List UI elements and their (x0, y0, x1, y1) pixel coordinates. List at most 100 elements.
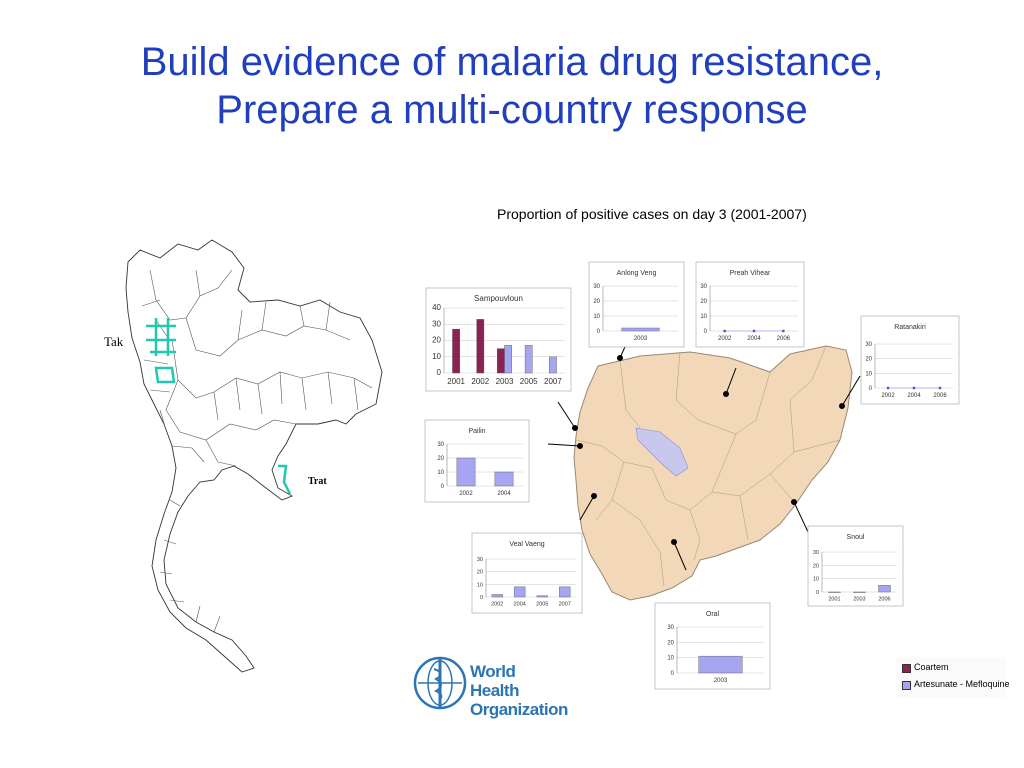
slide-title: Build evidence of malaria drug resistanc… (0, 38, 1024, 134)
data-point (912, 386, 916, 390)
chart-title: Preah Vihear (730, 270, 771, 277)
y-tick-label: 20 (432, 336, 441, 345)
legend: Coartem Artesunate - Mefloquine (896, 657, 1010, 697)
thailand-outline (125, 239, 383, 673)
y-tick-label: 40 (432, 303, 441, 312)
x-tick-label: 2006 (777, 336, 791, 342)
x-tick-label: 2003 (634, 336, 648, 342)
x-tick-label: 2004 (514, 602, 526, 608)
province-dot (572, 425, 578, 431)
bar (536, 595, 548, 598)
bar (828, 591, 841, 593)
chart-anlong-veng: Anlong Veng 0 10 20 30 2003 (588, 261, 685, 348)
y-tick-label: 10 (813, 577, 819, 583)
bar (497, 348, 505, 374)
bar (621, 327, 660, 332)
y-tick-label: 30 (865, 342, 872, 348)
y-tick-label: 10 (593, 314, 600, 320)
data-point (938, 386, 942, 390)
y-tick-label: 30 (700, 284, 707, 290)
x-tick-label: 2002 (459, 491, 473, 497)
chart-title: Anlong Veng (617, 270, 657, 277)
tak-highlight-south (154, 366, 176, 384)
province-dot (617, 355, 623, 361)
province-dot (839, 403, 845, 409)
bar (559, 586, 571, 598)
who-line-2: Organization (470, 700, 568, 719)
y-tick-label: 20 (667, 640, 674, 646)
chart-title: Ratanakiri (894, 324, 926, 331)
callout-line (579, 495, 595, 521)
trat-label: Trat (308, 476, 327, 487)
callout-line (673, 541, 687, 571)
data-point (782, 329, 785, 333)
data-point (723, 329, 726, 333)
chart-frame (588, 261, 685, 348)
bar (853, 591, 866, 593)
bar (452, 328, 460, 374)
callout-line (725, 367, 737, 395)
x-tick-label: 2005 (536, 602, 548, 608)
x-tick-label: 2003 (714, 678, 728, 684)
y-tick-label: 0 (869, 386, 873, 392)
province-dot (577, 443, 583, 449)
y-tick-label: 10 (700, 314, 707, 320)
y-tick-label: 20 (700, 299, 707, 305)
data-point (752, 329, 756, 333)
who-wordmark: World Health Organization (470, 662, 568, 719)
chart-frame (424, 419, 530, 503)
tonle-sap-lake (635, 427, 689, 477)
title-line-1: Build evidence of malaria drug resistanc… (140, 40, 884, 84)
chart-title: Veal Vaeng (509, 541, 544, 548)
x-tick-label: 2007 (559, 602, 571, 608)
y-tick-label: 0 (671, 671, 675, 677)
y-tick-label: 10 (477, 582, 483, 588)
chart-ratanakiri: Ratanakiri 0 10 20 30 2002 2004 2006 (860, 315, 960, 405)
chart-frame (654, 602, 771, 690)
y-tick-label: 0 (437, 368, 442, 377)
who-logo: World Health Organization (412, 655, 568, 719)
chart-frame (860, 315, 960, 405)
chart-oral: Oral 0 10 20 30 2003 (654, 602, 771, 690)
province-dot (591, 493, 597, 499)
trat-highlight (278, 464, 292, 495)
x-tick-label: 2001 (447, 377, 465, 386)
y-tick-label: 30 (477, 557, 483, 563)
bar (491, 594, 503, 598)
y-tick-label: 20 (865, 357, 872, 363)
y-tick-label: 0 (704, 329, 708, 335)
x-tick-label: 2007 (544, 377, 562, 386)
chart-title: Oral (706, 611, 720, 618)
tak-label: Tak (104, 334, 124, 349)
chart-frame (471, 532, 583, 614)
callout-line (547, 443, 581, 447)
artesunate-swatch (902, 681, 911, 690)
x-tick-label: 2004 (497, 491, 511, 497)
x-tick-label: 2002 (718, 336, 732, 342)
cambodia-map (573, 345, 853, 601)
chart-frame (425, 287, 572, 392)
bar (476, 319, 485, 374)
data-point (886, 386, 890, 390)
who-emblem-icon (413, 656, 467, 710)
chart-veal-vaeng: Veal Vaeng 0 10 20 30 2002 2004 2005 2007 (471, 532, 583, 614)
y-tick-label: 10 (667, 656, 674, 662)
cambodia-province-borders (575, 345, 841, 587)
y-tick-label: 30 (593, 284, 600, 290)
chart-frame (695, 261, 805, 348)
chart-sampouvloun: Sampouvloun 0 10 20 30 40 2001 2002 2003 2005 2007 (425, 287, 572, 392)
bar (878, 585, 891, 593)
legend-label-coartem: Coartem (914, 662, 949, 672)
y-tick-label: 20 (477, 570, 483, 576)
bar (549, 356, 557, 374)
bar (504, 345, 512, 374)
chart-title: Sampouvloun (474, 294, 523, 303)
x-tick-label: 2005 (520, 377, 538, 386)
charts-subtitle: Proportion of positive cases on day 3 (2… (497, 206, 807, 222)
province-dot (723, 391, 729, 397)
x-tick-label: 2002 (471, 377, 489, 386)
chart-title: Snoul (847, 534, 865, 541)
chart-preah-vihear: Preah Vihear 0 10 20 30 2002 2004 2006 (695, 261, 805, 348)
x-tick-label: 2002 (881, 393, 895, 399)
